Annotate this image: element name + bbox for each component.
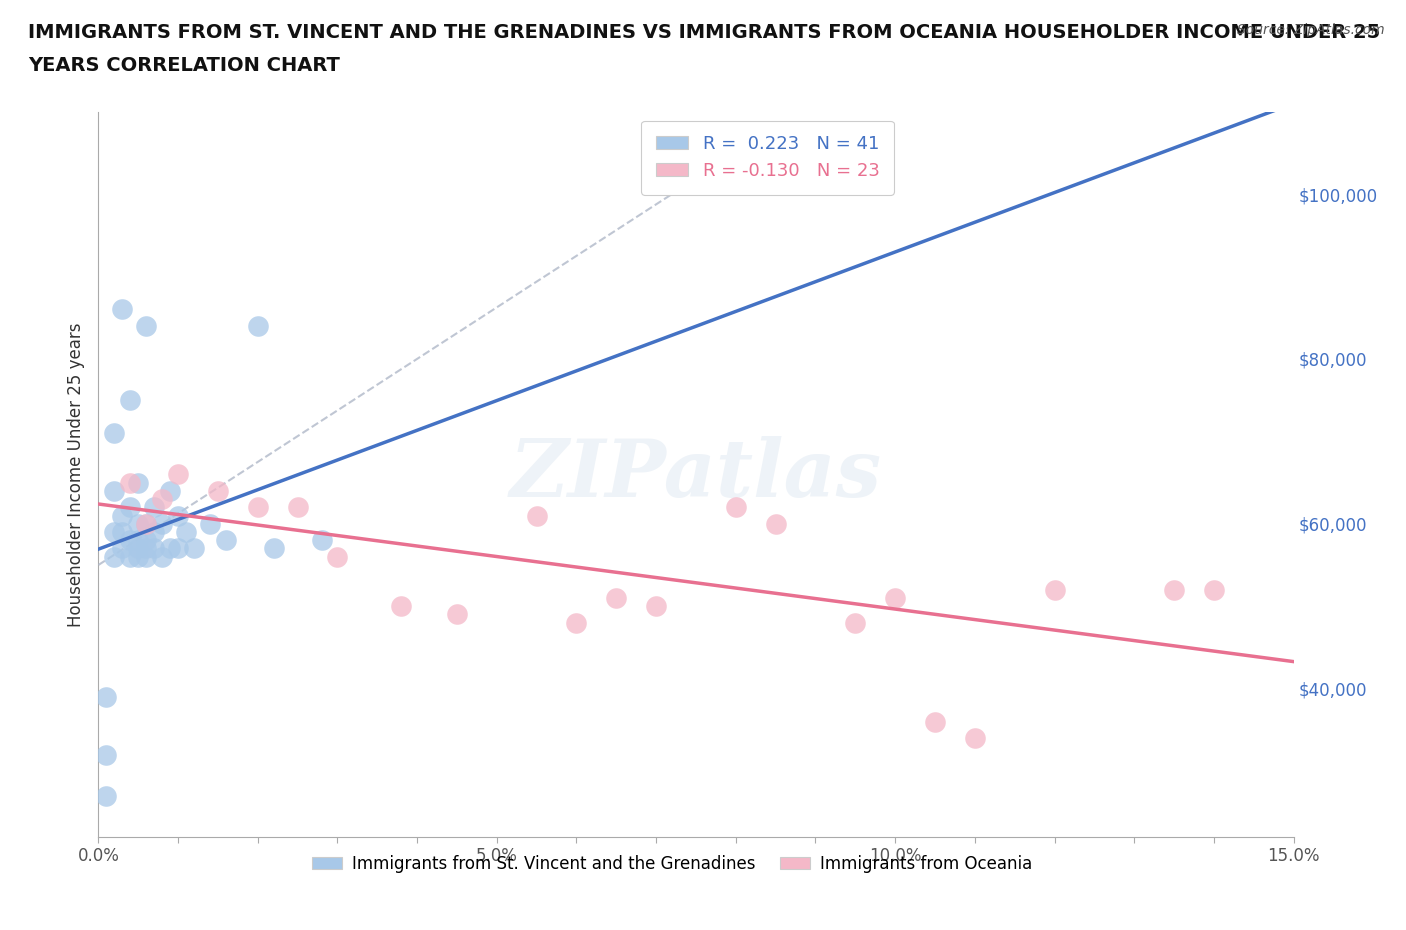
Point	[103, 484, 125, 498]
Point	[246, 318, 269, 333]
Point	[143, 499, 166, 514]
Point	[215, 533, 238, 548]
Y-axis label: Householder Income Under 25 years: Householder Income Under 25 years	[66, 322, 84, 627]
Point	[127, 533, 149, 548]
Point	[135, 541, 157, 556]
Point	[159, 484, 181, 498]
Point	[135, 318, 157, 333]
Text: Source: ZipAtlas.com: Source: ZipAtlas.com	[1237, 23, 1385, 37]
Point	[96, 689, 118, 704]
Point	[127, 475, 149, 490]
Point	[96, 747, 118, 762]
Point	[167, 467, 190, 482]
Point	[135, 516, 157, 531]
Point	[167, 541, 190, 556]
Point	[446, 607, 468, 622]
Point	[96, 789, 118, 804]
Text: IMMIGRANTS FROM ST. VINCENT AND THE GRENADINES VS IMMIGRANTS FROM OCEANIA HOUSEH: IMMIGRANTS FROM ST. VINCENT AND THE GREN…	[28, 23, 1381, 42]
Point	[127, 550, 149, 565]
Point	[159, 541, 181, 556]
Point	[103, 426, 125, 441]
Point	[765, 516, 787, 531]
Point	[111, 525, 134, 539]
Point	[724, 499, 747, 514]
Point	[605, 591, 627, 605]
Point	[389, 599, 412, 614]
Point	[143, 525, 166, 539]
Point	[143, 541, 166, 556]
Point	[198, 516, 221, 531]
Point	[127, 541, 149, 556]
Point	[120, 392, 142, 407]
Point	[150, 516, 173, 531]
Point	[844, 616, 866, 631]
Point	[120, 499, 142, 514]
Point	[311, 533, 333, 548]
Point	[135, 516, 157, 531]
Point	[174, 525, 197, 539]
Point	[127, 516, 149, 531]
Point	[1163, 582, 1185, 597]
Point	[183, 541, 205, 556]
Point	[645, 599, 668, 614]
Point	[1202, 582, 1225, 597]
Text: ZIPatlas: ZIPatlas	[510, 435, 882, 513]
Point	[526, 508, 548, 523]
Point	[963, 731, 986, 746]
Legend: Immigrants from St. Vincent and the Grenadines, Immigrants from Oceania: Immigrants from St. Vincent and the Gren…	[305, 848, 1039, 880]
Point	[135, 550, 157, 565]
Point	[120, 550, 142, 565]
Point	[103, 550, 125, 565]
Point	[565, 616, 588, 631]
Point	[207, 484, 229, 498]
Point	[111, 541, 134, 556]
Point	[263, 541, 285, 556]
Point	[167, 508, 190, 523]
Point	[111, 508, 134, 523]
Point	[150, 492, 173, 507]
Point	[120, 533, 142, 548]
Point	[135, 533, 157, 548]
Point	[924, 714, 946, 729]
Point	[150, 550, 173, 565]
Text: YEARS CORRELATION CHART: YEARS CORRELATION CHART	[28, 56, 340, 74]
Point	[326, 550, 349, 565]
Point	[246, 499, 269, 514]
Point	[287, 499, 309, 514]
Point	[103, 525, 125, 539]
Point	[111, 302, 134, 317]
Point	[884, 591, 907, 605]
Point	[120, 475, 142, 490]
Point	[1043, 582, 1066, 597]
